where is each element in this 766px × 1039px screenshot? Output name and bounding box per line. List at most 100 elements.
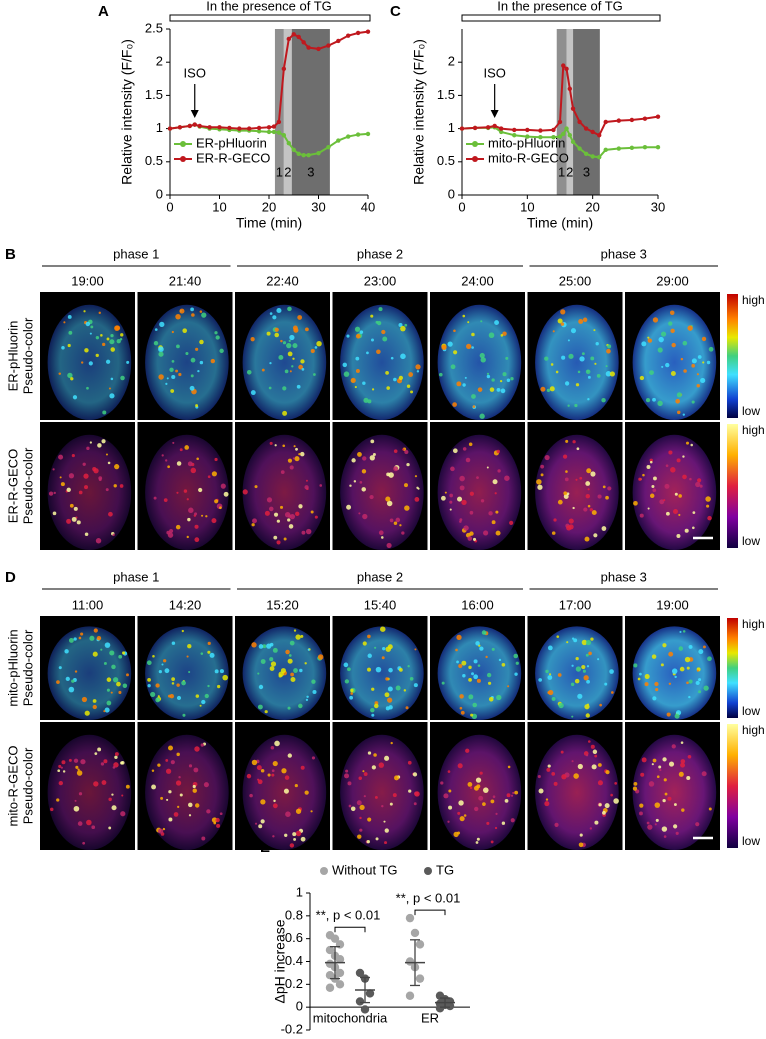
image-speckle [77, 821, 83, 826]
image-speckle [590, 356, 595, 361]
image-speckle [491, 647, 495, 651]
image-speckle [702, 361, 705, 364]
image-speckle [492, 795, 496, 798]
image-speckle [513, 653, 519, 659]
image-speckle [214, 457, 218, 462]
image-speckle [287, 458, 293, 463]
image-speckle [73, 805, 80, 812]
panel-letter: D [5, 569, 16, 586]
image-speckle [510, 794, 514, 797]
image-speckle [204, 693, 209, 699]
image-speckle [439, 372, 443, 377]
image-speckle [199, 360, 204, 365]
image-speckle [458, 800, 464, 806]
image-speckle [285, 649, 290, 655]
image-speckle [344, 679, 350, 684]
image-speckle [653, 476, 657, 481]
image-speckle [176, 461, 182, 466]
image-speckle [187, 644, 192, 649]
image-speckle [664, 483, 670, 489]
image-speckle [203, 782, 209, 788]
image-speckle [593, 533, 598, 538]
image-speckle [680, 741, 684, 744]
image-speckle [216, 684, 221, 689]
image-speckle [682, 474, 687, 480]
time-label: 21:40 [169, 273, 202, 288]
image-speckle [649, 460, 653, 464]
data-point [365, 131, 371, 137]
image-speckle [300, 634, 304, 638]
image-speckle [488, 332, 495, 339]
y-tick-label: 0.6 [285, 930, 303, 945]
image-speckle [490, 799, 495, 804]
data-point [286, 141, 291, 146]
image-speckle [109, 393, 115, 399]
image-speckle [220, 483, 226, 489]
image-speckle [301, 368, 305, 371]
image-speckle [480, 499, 485, 503]
image-speckle [592, 749, 598, 754]
image-speckle [222, 674, 228, 681]
image-speckle [450, 466, 455, 472]
image-speckle [477, 387, 483, 392]
image-speckle [311, 756, 316, 760]
image-speckle [647, 336, 650, 339]
x-tick-label: 10 [520, 199, 534, 214]
cell-image [535, 304, 619, 420]
image-speckle [575, 656, 579, 661]
image-speckle [574, 678, 580, 684]
image-speckle [90, 325, 94, 329]
image-speckle [587, 398, 590, 401]
phase-shade [291, 29, 330, 195]
cell-image [340, 434, 424, 550]
image-speckle [596, 374, 601, 378]
image-speckle [633, 663, 638, 668]
image-speckle [479, 771, 483, 775]
legend-dot [472, 141, 478, 147]
image-speckle [73, 637, 77, 641]
image-speckle [246, 773, 252, 779]
image-speckle [57, 769, 61, 773]
image-speckle [398, 375, 403, 381]
image-speckle [495, 812, 498, 815]
image-speckle [469, 786, 473, 790]
image-speckle [299, 668, 303, 673]
data-point [567, 86, 572, 91]
image-speckle [680, 759, 686, 764]
image-speckle [274, 444, 277, 447]
image-speckle [258, 824, 263, 829]
image-speckle [551, 531, 556, 535]
image-speckle [385, 677, 389, 681]
image-speckle [358, 776, 362, 780]
legend-dot [472, 156, 478, 162]
cell-image [535, 626, 619, 720]
image-speckle [494, 826, 498, 830]
image-speckle [639, 811, 643, 816]
image-speckle [661, 826, 668, 832]
image-speckle [179, 448, 183, 452]
image-speckle [441, 344, 447, 350]
data-point [616, 118, 621, 123]
image-speckle [579, 356, 585, 362]
image-speckle [73, 506, 78, 511]
image-speckle [652, 758, 657, 763]
image-speckle [373, 753, 377, 757]
image-speckle [393, 466, 399, 472]
image-speckle [537, 484, 543, 490]
phase-number: 1 [558, 164, 565, 179]
image-speckle [691, 363, 696, 368]
data-point [330, 934, 340, 943]
cell-image [437, 304, 522, 420]
image-speckle [93, 468, 99, 474]
data-point [415, 940, 425, 949]
image-speckle [61, 346, 65, 350]
y-tick-label: 0.5 [437, 153, 455, 168]
data-point [551, 127, 556, 133]
image-speckle [292, 325, 298, 331]
image-speckle [107, 461, 111, 465]
colorbar [727, 294, 738, 418]
image-speckle [257, 704, 263, 710]
image-speckle [665, 511, 670, 516]
image-speckle [295, 830, 302, 837]
image-speckle [68, 330, 73, 335]
